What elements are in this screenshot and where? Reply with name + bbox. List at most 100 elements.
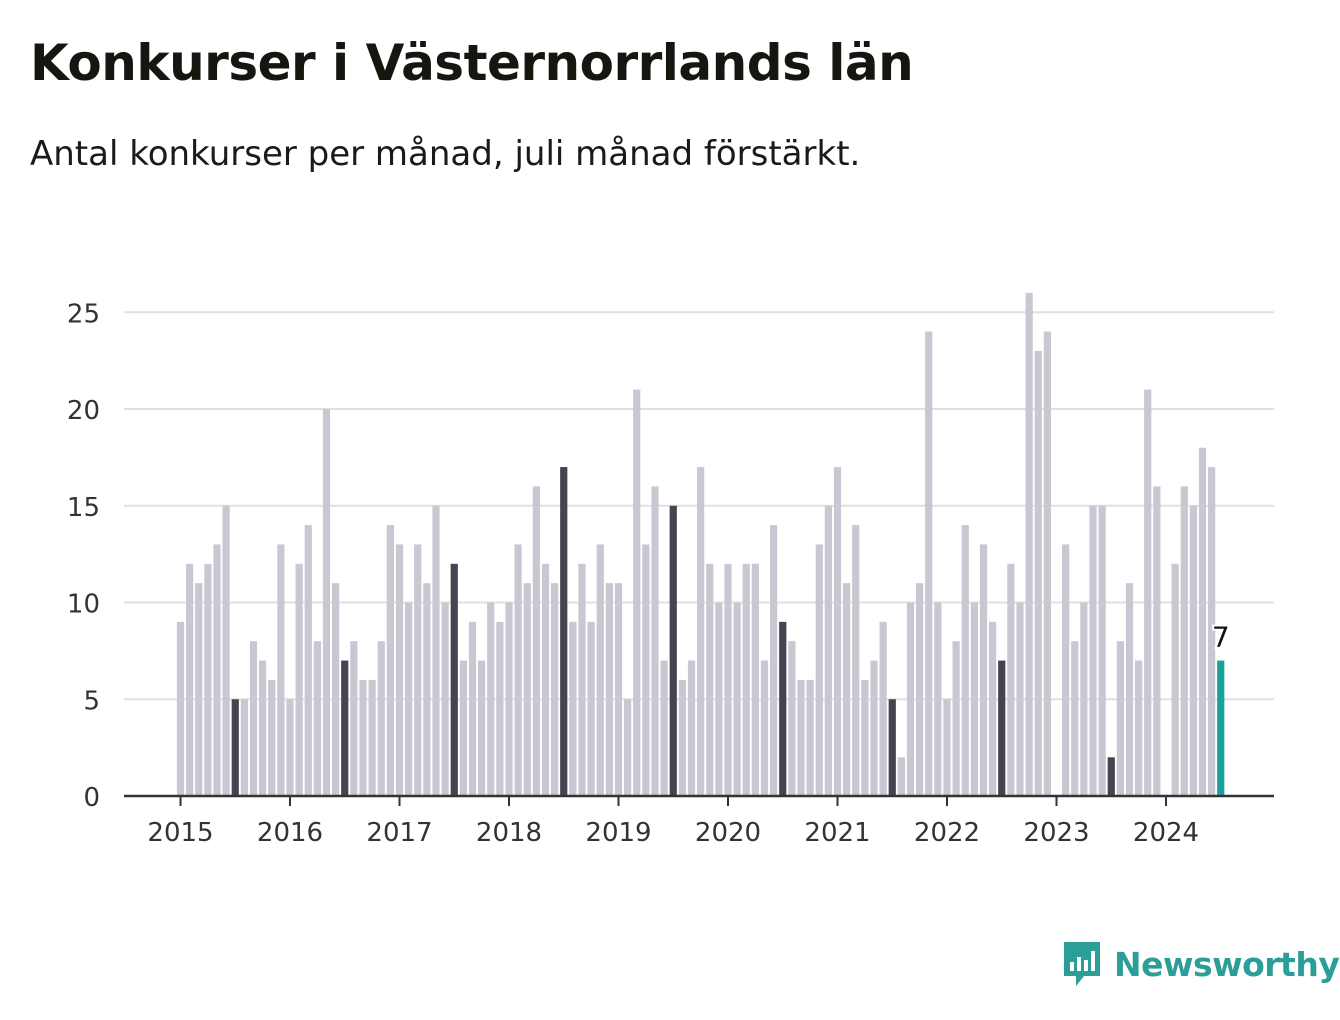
y-tick-label: 15 [67, 493, 100, 523]
data-labels: 7 [1210, 619, 1232, 656]
bar [724, 563, 732, 796]
bar [1098, 505, 1106, 796]
bar [1089, 505, 1097, 796]
bar [660, 660, 668, 796]
chart-subtitle: Antal konkurser per månad, juli månad fö… [30, 134, 861, 174]
bar [770, 525, 778, 796]
bar [395, 544, 404, 796]
bar [1016, 602, 1024, 796]
bar [450, 563, 458, 796]
bar [751, 563, 759, 796]
bar [605, 583, 613, 796]
bar [1025, 292, 1033, 796]
bar [706, 563, 714, 796]
bar [560, 467, 568, 796]
bar [322, 409, 331, 796]
y-tick-label: 25 [67, 299, 100, 329]
bar [286, 699, 294, 796]
bar [624, 699, 632, 796]
bar [578, 563, 586, 796]
bar [405, 602, 413, 796]
bar [277, 544, 285, 796]
bar [386, 525, 394, 796]
x-tick-label: 2017 [366, 818, 432, 848]
chart-title: Konkurser i Västernorrlands län [30, 34, 914, 92]
bar [897, 757, 905, 796]
bar [1208, 467, 1216, 796]
bar [861, 679, 869, 796]
bar [614, 583, 623, 796]
y-tick-label: 20 [67, 396, 100, 426]
bar [304, 525, 312, 796]
bar [1007, 563, 1015, 796]
bar [916, 583, 924, 796]
bar [687, 660, 696, 796]
bars [176, 292, 1225, 796]
bar [459, 660, 467, 796]
bar [551, 583, 559, 796]
bar [231, 699, 239, 796]
x-tick-label: 2019 [585, 818, 651, 848]
bar [423, 583, 431, 796]
brand-name: Newsworthy [1114, 944, 1340, 984]
bar [176, 621, 185, 796]
bar [642, 544, 650, 796]
bar [806, 679, 814, 796]
bar [1153, 486, 1161, 796]
bar [697, 467, 705, 796]
bar [496, 621, 504, 796]
bar [195, 583, 203, 796]
bar [596, 544, 604, 796]
bar [541, 563, 550, 796]
bar [587, 621, 595, 796]
x-tick-label: 2022 [914, 818, 980, 848]
bar [925, 331, 933, 796]
bar [350, 641, 358, 796]
bar [779, 621, 787, 796]
bar [998, 660, 1006, 796]
bar [487, 602, 495, 796]
bar [313, 641, 321, 796]
bar [1080, 602, 1088, 796]
bar [359, 679, 367, 796]
bar [259, 660, 267, 796]
bar [906, 602, 915, 796]
y-tick-label: 0 [83, 783, 100, 813]
bar [414, 544, 422, 796]
bar [268, 679, 276, 796]
bar [569, 621, 577, 796]
bar [377, 641, 385, 796]
bar [523, 583, 531, 796]
bar [788, 641, 796, 796]
bar [633, 389, 641, 796]
x-tick-label: 2024 [1133, 818, 1199, 848]
x-tick-label: 2018 [476, 818, 542, 848]
bar [1062, 544, 1070, 796]
x-tick-label: 2021 [804, 818, 870, 848]
x-tick-label: 2020 [695, 818, 761, 848]
bar [505, 602, 513, 796]
bar [532, 486, 540, 796]
bar [1144, 389, 1152, 796]
bar [970, 602, 978, 796]
x-tick-label: 2016 [257, 818, 323, 848]
bar [1135, 660, 1143, 796]
bar [332, 583, 340, 796]
bar [669, 505, 677, 796]
bar [341, 660, 349, 796]
x-tick-label: 2015 [147, 818, 213, 848]
x-tick-label: 2023 [1023, 818, 1089, 848]
bar [204, 563, 212, 796]
newsworthy-brand[interactable]: Newsworthy [1062, 940, 1340, 988]
y-tick-label: 5 [83, 686, 100, 716]
bar [797, 679, 805, 796]
bar [742, 563, 750, 796]
bar [1071, 641, 1079, 796]
bar [295, 563, 303, 796]
bar [715, 602, 723, 796]
bar [843, 583, 851, 796]
bar [952, 641, 960, 796]
bar [1189, 505, 1197, 796]
bar [879, 621, 887, 796]
